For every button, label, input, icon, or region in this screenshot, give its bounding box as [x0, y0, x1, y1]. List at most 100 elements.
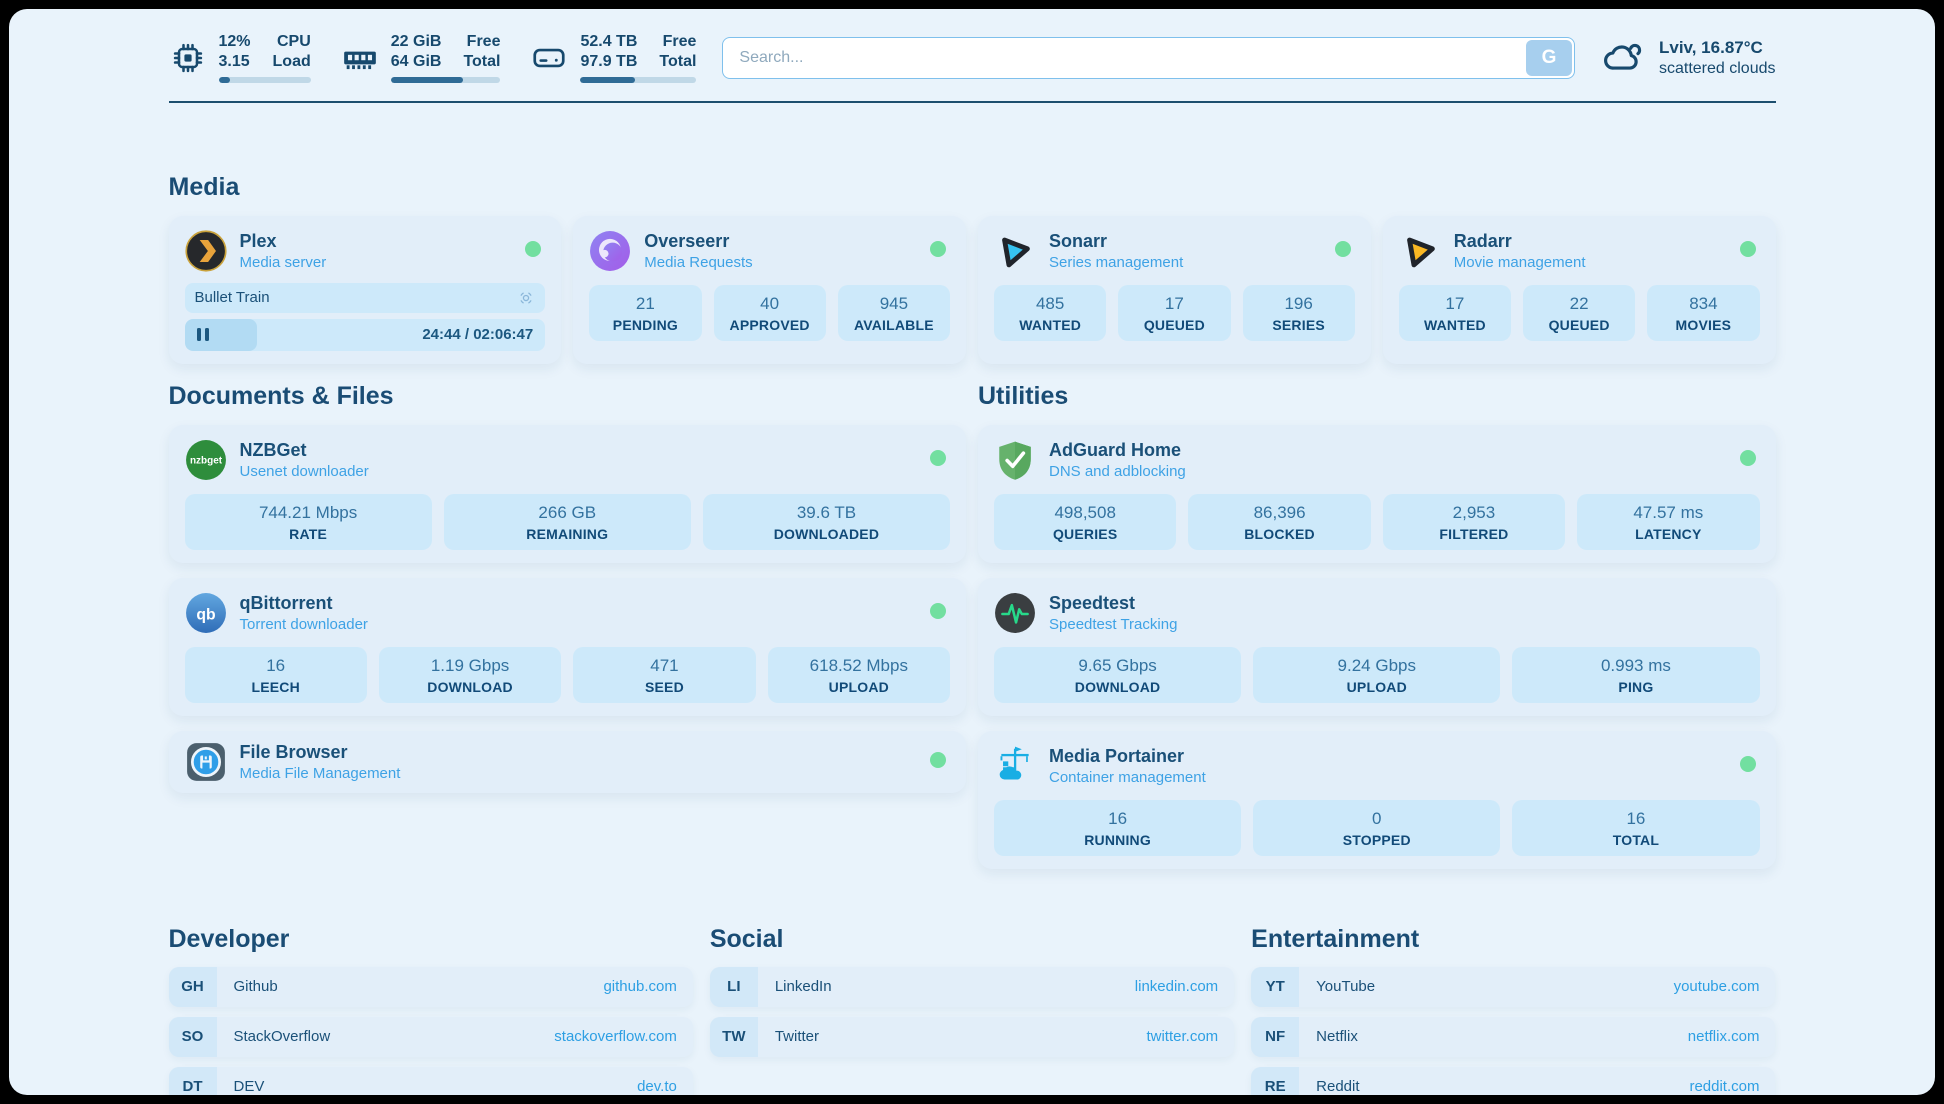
status-dot — [1739, 240, 1756, 257]
disk-stat: 52.4 TB 97.9 TB Free Total — [530, 33, 697, 83]
stat-ping: 0.993 ms PING — [1512, 646, 1760, 703]
search-bar: G — [722, 36, 1575, 79]
bookmark-twitter[interactable]: TW Twitter twitter.com — [709, 1016, 1235, 1057]
card-title: AdGuard Home — [1049, 439, 1182, 460]
bookmark-dev[interactable]: DT DEV dev.to — [168, 1066, 693, 1095]
status-dot — [930, 751, 946, 768]
card-subtitle: DNS and adblocking — [1049, 462, 1186, 480]
session-settings-icon[interactable] — [517, 289, 535, 307]
card-portainer[interactable]: Media Portainer Container management 16 … — [978, 730, 1776, 869]
cpu-stat: 12% 3.15 CPU Load — [169, 33, 311, 83]
stat-stopped: 0 STOPPED — [1253, 799, 1501, 856]
filebrowser-icon — [185, 741, 227, 783]
ram-free-value: 22 GiB — [390, 33, 442, 50]
stat-remaining: 266 GB REMAINING — [443, 493, 691, 550]
speedtest-icon — [994, 592, 1036, 634]
status-dot — [930, 602, 946, 619]
search-engine-button[interactable]: G — [1525, 39, 1572, 76]
stat-running: 16 RUNNING — [994, 799, 1242, 856]
header: 12% 3.15 CPU Load — [169, 33, 1776, 83]
card-speedtest[interactable]: Speedtest Speedtest Tracking 9.65 Gbps D… — [978, 577, 1776, 716]
svg-text:qb: qb — [196, 606, 215, 623]
card-sonarr[interactable]: Sonarr Series management 485 WANTED 17 Q… — [978, 215, 1371, 364]
stat-blocked: 86,396 BLOCKED — [1188, 493, 1371, 550]
playback-progress-row: 24:44 / 02:06:47 — [184, 318, 546, 351]
disk-label-bottom: Total — [659, 53, 697, 71]
bookmark-url: twitter.com — [1146, 1028, 1219, 1046]
status-dot — [1739, 449, 1756, 466]
now-playing-title: Bullet Train — [194, 289, 270, 307]
section-title-utilities: Utilities — [978, 381, 1069, 410]
bookmark-stackoverflow[interactable]: SO StackOverflow stackoverflow.com — [168, 1016, 693, 1057]
card-plex[interactable]: Plex Media server Bullet Train — [168, 215, 562, 364]
bookmark-tag: LI — [709, 966, 758, 1007]
stat-total: 16 TOTAL — [1512, 799, 1760, 856]
disk-free-value: 52.4 TB — [580, 33, 638, 50]
bookmark-tag: TW — [709, 1016, 758, 1057]
status-dot — [525, 240, 542, 257]
bookmark-tag: RE — [1251, 1066, 1300, 1095]
header-divider — [168, 100, 1776, 103]
bookmark-reddit[interactable]: RE Reddit reddit.com — [1251, 1066, 1776, 1095]
stat-filtered: 2,953 FILTERED — [1382, 493, 1566, 550]
bookmark-name: YouTube — [1316, 978, 1376, 996]
card-nzbget[interactable]: nzbget NZBGet Usenet downloader 744.21 M… — [168, 424, 966, 563]
disk-icon — [530, 39, 568, 77]
bookmark-tag: DT — [168, 1066, 217, 1095]
card-title: Plex — [239, 230, 277, 251]
card-title: Media Portainer — [1049, 745, 1185, 766]
stat-wanted: 485 WANTED — [994, 284, 1107, 341]
bookmark-url: reddit.com — [1689, 1078, 1760, 1095]
bookmark-url: netflix.com — [1687, 1028, 1760, 1046]
bookmark-url: github.com — [603, 978, 677, 996]
bookmark-youtube[interactable]: YT YouTube youtube.com — [1251, 966, 1776, 1007]
bookmark-name: LinkedIn — [774, 978, 832, 996]
section-title-developer: Developer — [168, 924, 290, 953]
stat-movies: 834 MOVIES — [1647, 284, 1760, 341]
card-subtitle: Media Requests — [644, 253, 753, 271]
bookmark-url: stackoverflow.com — [554, 1028, 677, 1046]
bookmark-linkedin[interactable]: LI LinkedIn linkedin.com — [709, 966, 1235, 1007]
section-title-documents: Documents & Files — [168, 381, 394, 410]
stat-queries: 498,508 QUERIES — [994, 493, 1177, 550]
stat-available: 945 AVAILABLE — [837, 284, 950, 341]
cpu-usage-value: 12% — [218, 33, 251, 50]
search-input[interactable] — [722, 36, 1575, 79]
card-adguard[interactable]: AdGuard Home DNS and adblocking 498,508 … — [978, 424, 1776, 563]
ram-label-bottom: Total — [463, 53, 501, 71]
stat-upload: 9.24 Gbps UPLOAD — [1253, 646, 1501, 703]
weather-location: Lviv, 16.87°C — [1658, 37, 1763, 57]
stat-queued: 22 QUEUED — [1523, 284, 1636, 341]
card-subtitle: Usenet downloader — [239, 462, 369, 480]
social-section: Social LI LinkedIn linkedin.com TW Twitt… — [709, 925, 1235, 1057]
status-dot — [1739, 755, 1756, 772]
status-dot — [930, 449, 946, 466]
card-subtitle: Container management — [1049, 768, 1206, 786]
card-qbittorrent[interactable]: qb qBittorrent Torrent downloader 16 LEE… — [168, 577, 966, 716]
pause-button[interactable] — [196, 328, 209, 342]
utilities-column: Utilities AdGuard Home — [978, 382, 1776, 869]
card-subtitle: Movie management — [1453, 253, 1586, 271]
developer-section: Developer GH Github github.com SO StackO… — [168, 924, 693, 1095]
dashboard-screen: 12% 3.15 CPU Load — [9, 9, 1935, 1095]
card-radarr[interactable]: Radarr Movie management 17 WANTED 22 QUE… — [1382, 215, 1776, 364]
stat-pending: 21 PENDING — [589, 284, 702, 341]
ram-stat: 22 GiB 64 GiB Free Total — [341, 33, 501, 83]
bookmark-tag: SO — [168, 1016, 217, 1057]
bookmark-url: dev.to — [637, 1078, 677, 1095]
card-title: Speedtest — [1049, 592, 1136, 613]
bookmark-url: linkedin.com — [1134, 978, 1219, 996]
bookmark-github[interactable]: GH Github github.com — [168, 966, 693, 1007]
bookmark-tag: NF — [1251, 1016, 1300, 1057]
overseerr-icon — [589, 230, 631, 272]
stat-series: 196 SERIES — [1242, 284, 1355, 341]
bookmark-url: youtube.com — [1673, 978, 1760, 996]
stat-queued: 17 QUEUED — [1118, 284, 1231, 341]
card-title: Sonarr — [1049, 230, 1108, 251]
card-overseerr[interactable]: Overseerr Media Requests 21 PENDING 40 A… — [573, 215, 966, 364]
bookmark-tag: GH — [168, 966, 217, 1007]
adguard-icon — [994, 439, 1036, 481]
bookmark-name: Twitter — [774, 1028, 820, 1046]
bookmark-netflix[interactable]: NF Netflix netflix.com — [1251, 1016, 1776, 1057]
card-filebrowser[interactable]: File Browser Media File Management — [168, 730, 966, 793]
